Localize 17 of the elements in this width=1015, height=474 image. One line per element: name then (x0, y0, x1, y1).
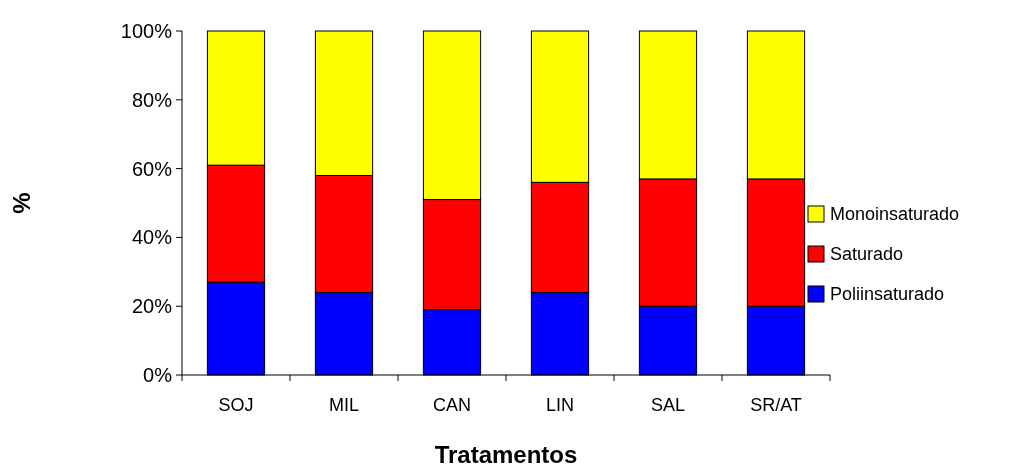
y-tick-label: 60% (131, 157, 173, 180)
y-axis-title: % (8, 192, 35, 214)
y-tick-label: 100% (120, 20, 173, 42)
x-tick-label: SOJ (218, 395, 254, 415)
x-tick-label: MIL (328, 395, 360, 415)
x-tick-label: LIN (545, 395, 575, 415)
x-tick-label: SR/AT (750, 395, 802, 415)
x-axis-title: Tratamentos (434, 441, 578, 468)
x-tick-label: CAN (432, 395, 472, 415)
legend-label: Poliinsaturado (830, 284, 945, 305)
x-tick-label: SAL (650, 395, 686, 415)
y-tick-label: 20% (131, 295, 173, 318)
legend-label: Saturado (830, 244, 904, 265)
y-tick-label: 0% (143, 364, 173, 386)
y-tick-label: 80% (131, 88, 173, 111)
y-tick-label: 40% (131, 226, 173, 249)
legend-label: Monoinsaturado (830, 204, 960, 225)
